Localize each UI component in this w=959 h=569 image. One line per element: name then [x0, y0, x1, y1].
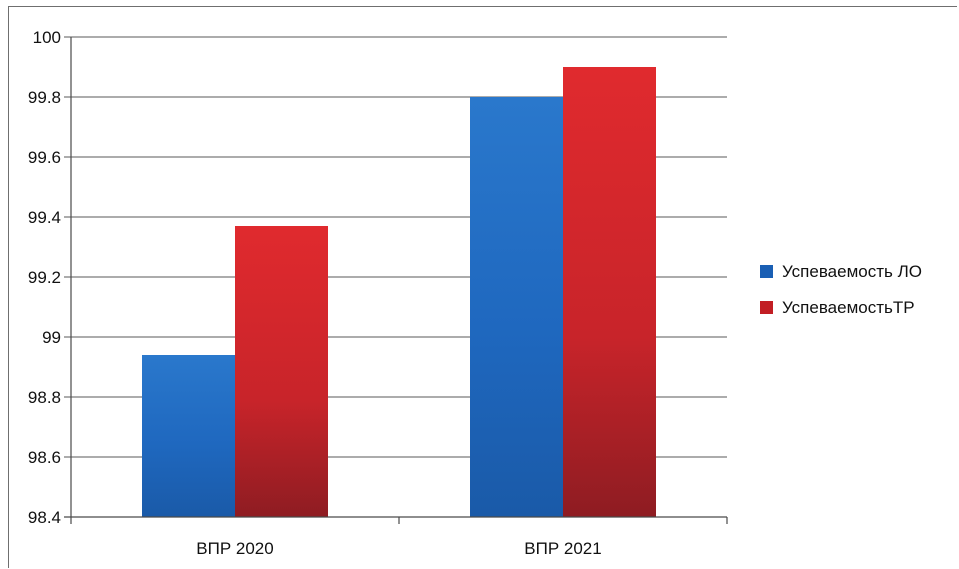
- legend-swatch: [760, 265, 773, 278]
- y-tick-label: 99.8: [28, 88, 61, 107]
- bar-tr-1: [235, 226, 328, 517]
- bar-lo-1: [142, 355, 235, 517]
- y-tick-label: 99.4: [28, 208, 61, 227]
- legend-label: УспеваемостьТР: [782, 298, 915, 317]
- y-tick-labels: 98.4 98.6 98.8 99 99.2 99.4 99.6 99.8 100: [28, 28, 61, 527]
- axes: [64, 37, 728, 524]
- y-tick-label: 99: [42, 328, 61, 347]
- y-tick-label: 98.6: [28, 448, 61, 467]
- y-tick-label: 99.2: [28, 268, 61, 287]
- bar-lo-2: [470, 97, 563, 517]
- x-category-label: ВПР 2021: [524, 539, 601, 558]
- legend-swatch: [760, 301, 773, 314]
- legend: Успеваемость ЛО УспеваемостьТР: [760, 262, 922, 317]
- x-category-label: ВПР 2020: [196, 539, 273, 558]
- y-tick-label: 100: [33, 28, 61, 47]
- x-tick-labels: ВПР 2020 ВПР 2021: [196, 539, 601, 558]
- y-tick-label: 99.6: [28, 148, 61, 167]
- y-tick-label: 98.4: [28, 508, 61, 527]
- chart-frame: [8, 6, 957, 568]
- y-tick-label: 98.8: [28, 388, 61, 407]
- bars: [142, 67, 656, 517]
- bar-tr-2: [563, 67, 656, 517]
- legend-label: Успеваемость ЛО: [782, 262, 922, 281]
